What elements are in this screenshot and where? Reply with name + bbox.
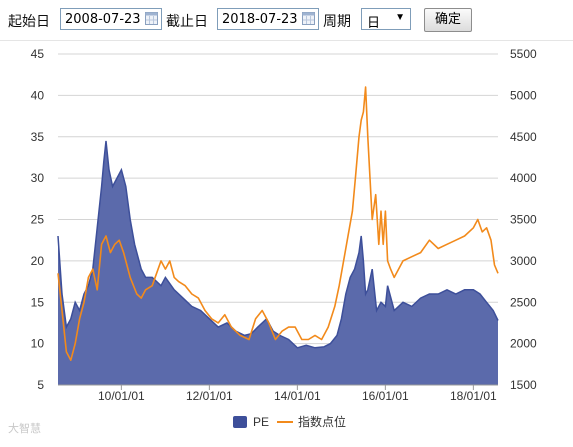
x-tick-label: 16/01/01	[362, 389, 409, 403]
end-date-value: 2018-07-23	[222, 12, 298, 27]
chevron-down-icon: ▼	[395, 12, 405, 23]
x-tick-label: 14/01/01	[274, 389, 321, 403]
end-date-field[interactable]: 2018-07-23	[217, 8, 319, 30]
x-tick-label: 10/01/01	[98, 389, 145, 403]
period-select[interactable]: 日 ▼	[361, 8, 411, 31]
start-date-value: 2008-07-23	[65, 12, 141, 27]
watermark-logo: 大智慧	[8, 422, 41, 435]
calendar-icon[interactable]	[145, 12, 158, 25]
y-right-tick-label: 1500	[510, 378, 537, 392]
y-left-tick-label: 45	[31, 47, 45, 61]
y-left-tick-label: 5	[37, 378, 44, 392]
y-right-tick-label: 5000	[510, 88, 537, 102]
calendar-icon[interactable]	[302, 12, 315, 25]
y-right-tick-label: 2000	[510, 337, 537, 351]
y-right-tick-label: 3500	[510, 213, 537, 227]
period-select-value: 日	[367, 16, 381, 31]
chart-area: 5 10 15 20 25 30 35 40 45 1500 2000 2500 3000 3500 400…	[0, 40, 573, 442]
y-left-tick-label: 30	[31, 171, 45, 185]
end-date-label: 截止日	[166, 14, 208, 30]
toolbar: 起始日 2008-07-23 截止日 2018-07-23 周期 日 ▼ 确定	[0, 0, 573, 40]
y-left-tick-label: 15	[31, 295, 45, 309]
y-right-tick-label: 4000	[510, 171, 537, 185]
start-date-field[interactable]: 2008-07-23	[60, 8, 162, 30]
confirm-button[interactable]: 确定	[424, 8, 472, 32]
y-right-tick-label: 3000	[510, 254, 537, 268]
y-left-tick-label: 25	[31, 213, 45, 227]
pe-series-area	[58, 140, 498, 385]
x-tick-label: 18/01/01	[450, 389, 497, 403]
legend-pe-label: PE	[253, 415, 269, 429]
y-left-tick-label: 35	[31, 130, 45, 144]
legend-index-label: 指数点位	[298, 414, 346, 429]
y-right-tick-label: 4500	[510, 130, 537, 144]
x-tick-label: 12/01/01	[186, 389, 233, 403]
start-date-label: 起始日	[8, 14, 50, 30]
y-left-tick-label: 10	[31, 337, 45, 351]
y-right-tick-label: 2500	[510, 295, 537, 309]
pe-index-chart: 5 10 15 20 25 30 35 40 45 1500 2000 2500 3000 3500 400…	[31, 47, 537, 429]
y-right-tick-label: 5500	[510, 47, 537, 61]
y-left-tick-label: 40	[31, 88, 45, 102]
index-series-line	[57, 86, 499, 361]
y-left-tick-label: 20	[31, 254, 45, 268]
period-label: 周期	[323, 14, 351, 30]
legend-pe-swatch	[233, 416, 247, 428]
